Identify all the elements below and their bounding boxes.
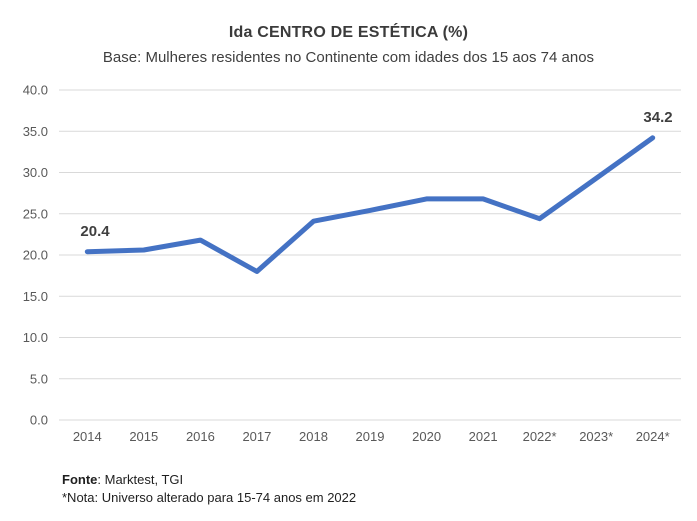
note-line: *Nota: Universo alterado para 15-74 anos… <box>62 490 357 505</box>
x-axis-tick-label: 2014 <box>73 429 102 444</box>
x-axis-tick-label: 2016 <box>186 429 215 444</box>
y-axis-tick-label: 35.0 <box>23 124 48 139</box>
x-axis-tick-label: 2022* <box>523 429 557 444</box>
y-axis-tick-label: 20.0 <box>23 248 48 263</box>
x-axis-tick-label: 2021 <box>469 429 498 444</box>
x-axis: 2014 2015 2016 2017 2018 2019 2020 2021 … <box>73 429 670 444</box>
y-axis: 40.0 35.0 30.0 25.0 20.0 15.0 10.0 5.0 0… <box>23 83 48 428</box>
y-gridlines <box>59 89 681 421</box>
data-label-2024: 34.2 <box>643 109 672 126</box>
chart-title: Ida CENTRO DE ESTÉTICA (%) <box>228 24 469 41</box>
y-axis-tick-label: 0.0 <box>30 413 48 428</box>
source-line: Fonte: Marktest, TGI <box>62 471 356 489</box>
x-axis-tick-label: 2023* <box>579 429 613 444</box>
x-axis-tick-label: 2019 <box>356 429 385 444</box>
data-label-2014: 20.4 <box>80 223 110 240</box>
chart-header: Ida CENTRO DE ESTÉTICA (%) Base: Mulhere… <box>0 24 697 66</box>
x-axis-tick-label: 2018 <box>299 429 328 444</box>
x-axis-tick-label: 2017 <box>242 429 271 444</box>
trend-line <box>84 135 656 274</box>
y-axis-tick-label: 40.0 <box>23 83 48 98</box>
source-value: : Marktest, TGI <box>97 472 184 487</box>
source-label: Fonte <box>62 472 98 487</box>
y-axis-tick-label: 10.0 <box>23 330 48 345</box>
chart-subtitle: Base: Mulheres residentes no Continente … <box>102 49 595 66</box>
y-axis-tick-label: 5.0 <box>30 371 48 386</box>
y-axis-tick-label: 25.0 <box>23 206 48 221</box>
x-axis-tick-label: 2015 <box>129 429 158 444</box>
x-axis-tick-label: 2024* <box>636 429 670 444</box>
x-axis-tick-label: 2020 <box>412 429 441 444</box>
y-axis-tick-label: 15.0 <box>23 289 48 304</box>
y-axis-tick-label: 30.0 <box>23 165 48 180</box>
chart-footer: Fonte: Marktest, TGI *Nota: Universo alt… <box>62 471 356 507</box>
